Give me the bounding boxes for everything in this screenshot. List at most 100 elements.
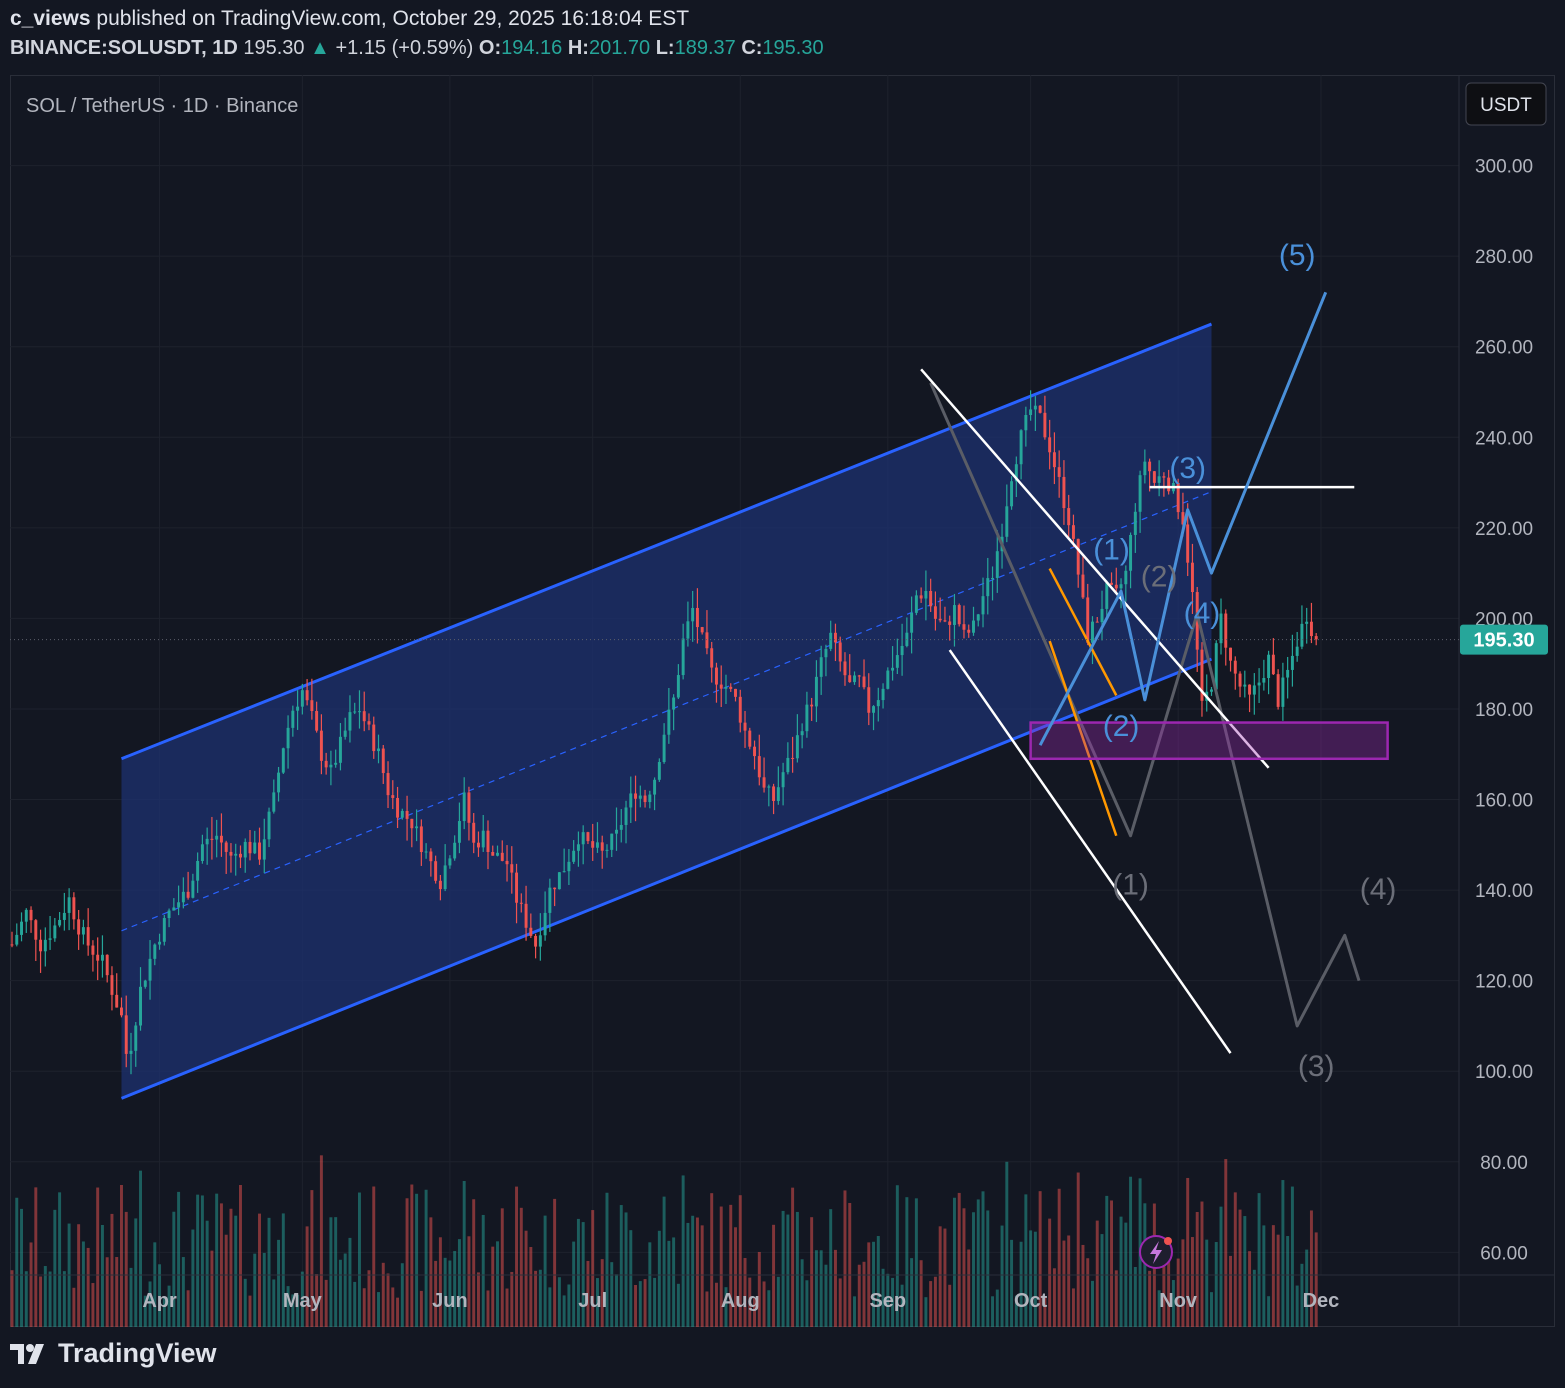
- volume-bar: [58, 1192, 62, 1327]
- candle-body: [986, 578, 990, 597]
- gray-wave-path: [929, 382, 1361, 1028]
- tradingview-logo[interactable]: TradingView: [10, 1338, 217, 1369]
- channel-mid-line: [121, 491, 1212, 932]
- volume-bar: [957, 1192, 961, 1327]
- symbol-label[interactable]: BINANCE:SOLUSDT, 1D: [10, 37, 238, 59]
- candle-body: [400, 810, 404, 818]
- candle-body: [258, 842, 261, 860]
- volume-bar: [81, 1241, 85, 1327]
- candle-body: [334, 762, 338, 765]
- candle-body: [1281, 677, 1285, 707]
- candle-body: [1162, 476, 1166, 478]
- currency-label[interactable]: USDT: [1480, 95, 1532, 116]
- volume-bar: [862, 1261, 866, 1327]
- candle-body: [1057, 467, 1061, 477]
- candle-body: [686, 621, 690, 639]
- currency-button-bg[interactable]: [1465, 82, 1547, 126]
- low-value: 189.37: [674, 37, 736, 59]
- price-chart[interactable]: (5)(3)(1)(2)(4)(2)(1) (4)(3) 300.00280.00…: [10, 75, 1555, 1327]
- volume-bar: [329, 1217, 333, 1327]
- volume-bar: [829, 1209, 833, 1327]
- candle-body: [1243, 684, 1247, 687]
- volume-bar: [105, 1257, 109, 1327]
- candle-body: [1014, 464, 1018, 482]
- volume-bar: [1200, 1201, 1204, 1327]
- volume-bar: [219, 1203, 223, 1327]
- candle-body: [457, 821, 461, 843]
- candle-body: [234, 853, 238, 856]
- candle-body: [914, 595, 918, 613]
- candle-body: [524, 903, 528, 928]
- candle-body: [386, 773, 390, 796]
- candle-body: [1086, 597, 1090, 643]
- high-value: 201.70: [588, 37, 651, 59]
- candle-body: [396, 797, 400, 818]
- candle-body: [353, 711, 357, 713]
- volume-bar: [505, 1288, 509, 1327]
- candle-body: [543, 912, 547, 936]
- candle-body: [1119, 584, 1123, 589]
- volume-bar: [315, 1274, 319, 1327]
- candle-body: [600, 842, 604, 851]
- candle-body: [500, 852, 504, 861]
- volume-bar: [1309, 1210, 1313, 1327]
- candle-body: [567, 861, 571, 872]
- candle-body: [272, 792, 276, 812]
- volume-bar: [938, 1226, 942, 1327]
- volume-bar: [277, 1239, 281, 1327]
- volume-bar: [905, 1197, 909, 1327]
- volume-bar: [500, 1208, 504, 1327]
- alert-icon[interactable]: [1139, 1235, 1173, 1269]
- price-axis[interactable]: 300.00280.00260.00240.00220.00200.00180.…: [1475, 157, 1533, 1265]
- volume-bar: [605, 1192, 609, 1327]
- candle-body: [695, 607, 699, 628]
- candle-body: [305, 690, 309, 701]
- y-tick-label: 260.00: [1475, 338, 1533, 359]
- x-tick-label: Aug: [721, 1290, 760, 1312]
- volume-bar: [357, 1192, 361, 1327]
- candle-body: [872, 706, 876, 713]
- candle-body: [1114, 584, 1118, 589]
- candle-body: [886, 670, 890, 689]
- volume-bar: [1019, 1241, 1023, 1327]
- orange-line: [1048, 568, 1118, 696]
- candle-body: [24, 909, 28, 922]
- candle-body: [86, 927, 90, 946]
- candle-body: [853, 675, 856, 683]
- candle-body: [34, 920, 38, 940]
- candlesticks: [10, 390, 1318, 1075]
- volume-bar: [738, 1195, 742, 1327]
- candle-body: [1233, 660, 1237, 674]
- y-tick-label: 280.00: [1475, 247, 1533, 268]
- volume-bar: [1167, 1238, 1171, 1327]
- candle-body: [991, 577, 995, 579]
- volume-bar: [586, 1260, 590, 1327]
- volume-bar: [353, 1281, 357, 1327]
- volume-bar: [800, 1259, 804, 1327]
- candle-body: [1314, 636, 1318, 640]
- volume-bar: [448, 1260, 452, 1327]
- volume-bar: [453, 1250, 457, 1327]
- candle-body: [672, 697, 676, 710]
- volume-bar: [120, 1185, 123, 1327]
- candle-body: [367, 721, 371, 725]
- volume-bar: [186, 1290, 190, 1327]
- volume-bar: [1243, 1216, 1247, 1327]
- volume-bar: [948, 1284, 952, 1327]
- volume-bar: [86, 1247, 90, 1327]
- author-name[interactable]: c_views: [10, 7, 91, 30]
- lightning-icon: [1150, 1241, 1162, 1264]
- candle-body: [1081, 574, 1085, 598]
- candle-body: [995, 551, 999, 578]
- time-axis[interactable]: Apr May Jun Jul Aug Sep Oct Nov Dec: [142, 1290, 1339, 1312]
- volume-bar: [515, 1186, 519, 1327]
- close-label: C:: [741, 37, 763, 59]
- currency-button[interactable]: USDT: [1465, 82, 1547, 126]
- candle-body: [1290, 655, 1294, 670]
- candle-body: [1138, 475, 1142, 512]
- last-price-text: 195.30: [1473, 630, 1534, 652]
- volume-bar: [786, 1214, 790, 1327]
- candle-body: [748, 730, 752, 747]
- volume-bar: [438, 1237, 442, 1327]
- candle-body: [43, 939, 47, 952]
